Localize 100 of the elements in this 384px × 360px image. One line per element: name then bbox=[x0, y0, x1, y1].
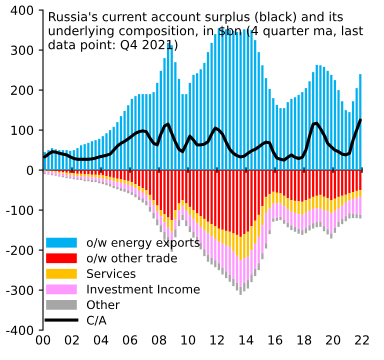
bar bbox=[127, 180, 130, 185]
bar bbox=[116, 186, 118, 190]
bar bbox=[130, 98, 133, 170]
bar bbox=[341, 218, 344, 224]
legend-label: Services bbox=[87, 268, 136, 278]
bar bbox=[316, 222, 318, 228]
bar bbox=[240, 236, 242, 260]
bar bbox=[272, 170, 274, 192]
bar bbox=[225, 245, 228, 272]
bar bbox=[200, 170, 202, 216]
bar bbox=[348, 200, 351, 214]
bar bbox=[236, 256, 238, 283]
bar bbox=[225, 170, 228, 231]
bar bbox=[69, 170, 72, 173]
bar bbox=[112, 178, 115, 182]
bar bbox=[116, 170, 118, 178]
bar bbox=[185, 203, 188, 211]
bar bbox=[102, 182, 104, 184]
y-tick-label: -400 bbox=[6, 326, 34, 336]
bar bbox=[341, 196, 344, 206]
bar bbox=[84, 174, 86, 177]
bar bbox=[344, 194, 347, 203]
bar bbox=[330, 233, 332, 239]
bar bbox=[356, 214, 358, 218]
bar bbox=[301, 202, 304, 215]
bar bbox=[298, 94, 300, 170]
bar bbox=[87, 176, 90, 180]
bar bbox=[108, 170, 112, 177]
bar bbox=[330, 170, 332, 200]
bar bbox=[243, 170, 246, 234]
bar bbox=[352, 214, 354, 218]
bar bbox=[102, 170, 104, 176]
bar bbox=[145, 190, 148, 195]
bar bbox=[112, 186, 115, 188]
bar bbox=[283, 220, 286, 224]
bar bbox=[214, 226, 216, 239]
bar bbox=[272, 218, 274, 222]
bar bbox=[44, 170, 46, 174]
x-tick-label: 16 bbox=[268, 335, 282, 345]
legend-label: o/w energy exports bbox=[86, 238, 200, 250]
bar bbox=[316, 196, 318, 208]
bar bbox=[326, 70, 329, 170]
bar bbox=[170, 220, 173, 232]
bar bbox=[243, 234, 246, 258]
bar bbox=[203, 218, 206, 230]
bar bbox=[240, 286, 242, 295]
bar bbox=[276, 218, 278, 221]
bar bbox=[142, 198, 144, 203]
bar bbox=[279, 170, 282, 194]
bar bbox=[359, 74, 362, 170]
legend-label: C/A bbox=[86, 316, 106, 326]
bar bbox=[334, 228, 336, 233]
bar bbox=[319, 170, 322, 195]
bar bbox=[98, 138, 100, 170]
legend-label: Investment Income bbox=[87, 284, 200, 294]
bar bbox=[174, 210, 176, 220]
bar bbox=[356, 170, 358, 191]
bar bbox=[294, 170, 296, 201]
bar bbox=[203, 170, 206, 219]
bar bbox=[283, 196, 286, 206]
bar bbox=[210, 258, 213, 265]
y-tick-label: 0 bbox=[26, 166, 34, 176]
bar bbox=[84, 176, 86, 180]
bar bbox=[98, 178, 100, 182]
bar bbox=[152, 200, 155, 206]
bar bbox=[286, 102, 289, 170]
bar bbox=[268, 170, 271, 194]
bar bbox=[286, 170, 289, 198]
bar bbox=[84, 170, 86, 174]
bar bbox=[72, 176, 75, 178]
bar bbox=[344, 202, 347, 216]
bar bbox=[356, 190, 358, 198]
bar bbox=[160, 170, 162, 210]
bar bbox=[301, 170, 304, 202]
bar bbox=[337, 170, 340, 197]
bar bbox=[312, 223, 314, 229]
bar bbox=[301, 230, 304, 235]
bar bbox=[112, 181, 115, 186]
bar bbox=[130, 170, 133, 182]
bar bbox=[286, 198, 289, 210]
bar bbox=[228, 274, 231, 282]
bar bbox=[312, 208, 314, 224]
bar bbox=[359, 214, 362, 219]
bar bbox=[120, 170, 122, 180]
bar bbox=[298, 214, 300, 229]
bar bbox=[58, 173, 60, 176]
bar bbox=[298, 170, 300, 202]
bar bbox=[102, 175, 104, 178]
bar bbox=[276, 192, 278, 204]
bar bbox=[145, 94, 148, 170]
bar bbox=[243, 258, 246, 283]
bar bbox=[142, 188, 144, 193]
bar bbox=[326, 198, 329, 212]
bar bbox=[225, 271, 228, 278]
x-tick-label: 12 bbox=[210, 335, 224, 344]
bar bbox=[94, 170, 97, 174]
bar bbox=[130, 182, 133, 186]
bar bbox=[200, 216, 202, 227]
bar bbox=[344, 170, 347, 195]
bar bbox=[94, 174, 97, 178]
